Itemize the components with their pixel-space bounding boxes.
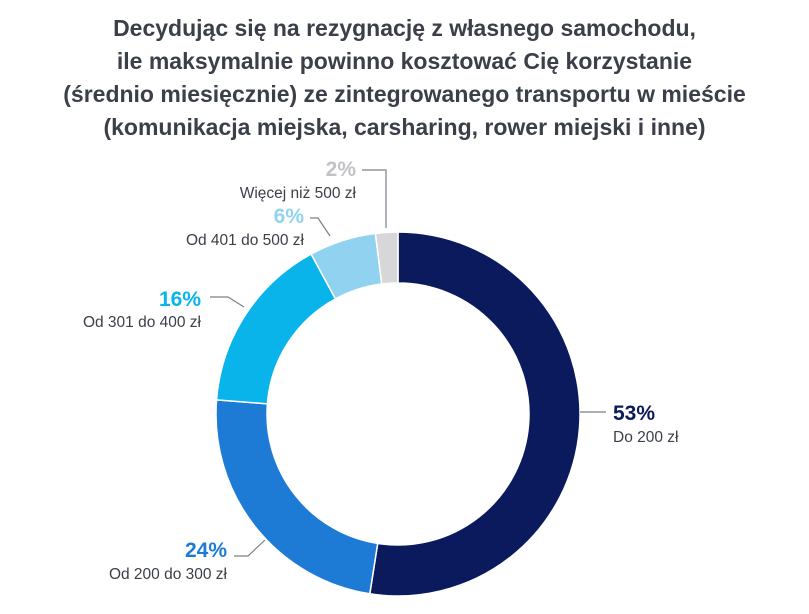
value-label-od-200-do-300: 24% bbox=[185, 539, 227, 562]
slice-do-200 bbox=[368, 231, 581, 597]
value-label-wiecej-niz-500: 2% bbox=[326, 158, 357, 181]
category-label-od-401-do-500: Od 401 do 500 zł bbox=[186, 232, 305, 249]
leader-line-od-200-do-300 bbox=[234, 539, 266, 557]
title-line-2: ile maksymalnie powinno kosztować Cię ko… bbox=[116, 48, 693, 74]
leader-line-od-401-do-500 bbox=[310, 217, 331, 237]
slice-od-200-do-300 bbox=[215, 399, 379, 595]
category-label-wiecej-niz-500: Więcej niż 500 zł bbox=[240, 185, 357, 202]
title-line-4: (komunikacja miejska, carsharing, rower … bbox=[103, 114, 706, 140]
leader-line-wiecej-niz-500 bbox=[362, 169, 387, 228]
value-label-od-301-do-400: 16% bbox=[159, 288, 201, 311]
value-label-od-401-do-500: 6% bbox=[274, 205, 305, 228]
donut-slices bbox=[215, 231, 581, 597]
title-line-3: (średnio miesięcznie) ze zintegrowanego … bbox=[63, 81, 746, 107]
value-label-do-200: 53% bbox=[613, 402, 655, 425]
title-line-1: Decydując się na rezygnację z własnego s… bbox=[113, 15, 696, 41]
category-label-od-200-do-300: Od 200 do 300 zł bbox=[109, 566, 228, 583]
slice-label-group: 53% Do 200 zł 24% Od 200 do 300 zł 16% O… bbox=[83, 158, 679, 583]
leader-lines bbox=[210, 169, 606, 557]
category-label-od-301-do-400: Od 301 do 400 zł bbox=[83, 314, 202, 331]
category-label-do-200: Do 200 zł bbox=[613, 429, 679, 446]
slice-od-301-do-400 bbox=[215, 253, 337, 405]
slice-wiecej-niz-500 bbox=[374, 231, 399, 285]
leader-line-od-301-do-400 bbox=[210, 296, 245, 308]
chart-title: Decydując się na rezygnację z własnego s… bbox=[0, 12, 809, 144]
